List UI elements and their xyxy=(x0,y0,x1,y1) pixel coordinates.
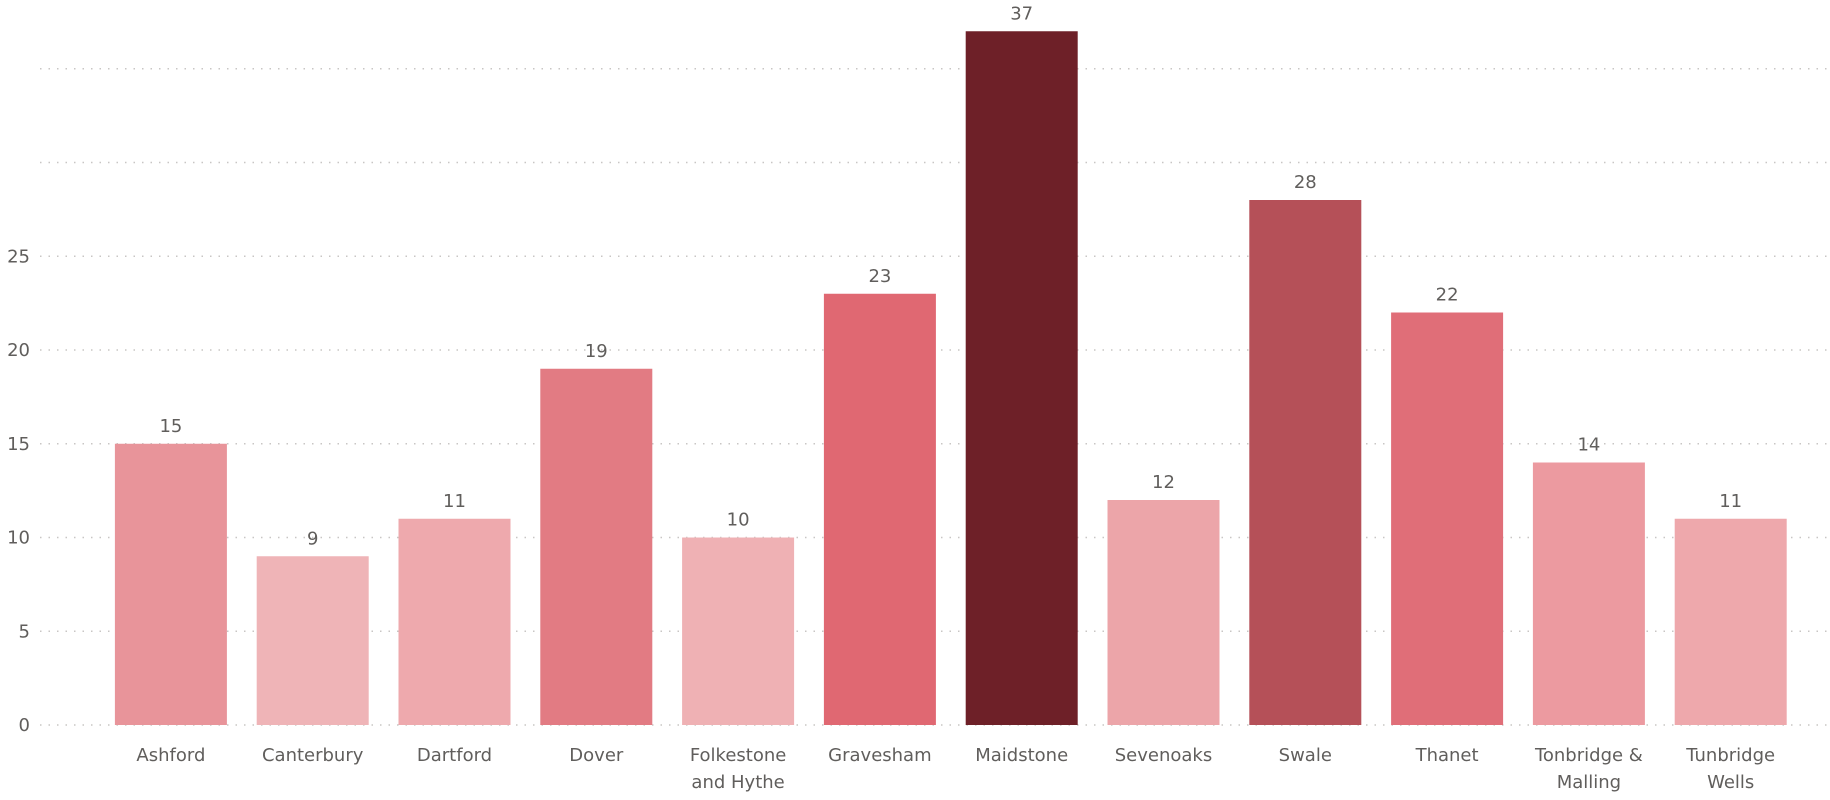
bar xyxy=(1675,519,1787,725)
category-label: Thanet xyxy=(1415,745,1479,766)
bar xyxy=(824,294,936,725)
category-label-line: and Hythe xyxy=(691,772,784,793)
category-label-line: Dover xyxy=(569,745,624,766)
bar xyxy=(115,444,227,725)
data-label: 11 xyxy=(443,491,466,512)
category-label-line: Sevenoaks xyxy=(1115,745,1212,766)
data-label: 28 xyxy=(1294,172,1317,193)
category-label-line: Malling xyxy=(1557,772,1621,793)
bar xyxy=(1391,313,1503,726)
category-label-line: Gravesham xyxy=(828,745,931,766)
data-label: 12 xyxy=(1152,472,1175,493)
data-label: 37 xyxy=(1010,3,1033,24)
y-tick-label: 20 xyxy=(7,340,30,361)
category-label: Dover xyxy=(569,745,624,766)
category-label: Maidstone xyxy=(975,745,1068,766)
bar xyxy=(540,369,652,725)
category-label: Tunbridge Wells xyxy=(1685,745,1775,793)
category-label: Tonbridge & Malling xyxy=(1534,745,1643,793)
bars xyxy=(115,31,1787,725)
category-label-line: Tonbridge & xyxy=(1534,745,1643,766)
data-labels: 15 9 11 19 10 23 37 12 28 22 14 11 xyxy=(159,3,1742,549)
category-label-line: Swale xyxy=(1279,745,1332,766)
y-tick-label: 25 xyxy=(7,246,30,267)
category-label-line: Thanet xyxy=(1415,745,1479,766)
category-label-line: Tunbridge xyxy=(1685,745,1775,766)
data-label: 11 xyxy=(1719,491,1742,512)
bar xyxy=(1533,463,1645,726)
category-label-line: Wells xyxy=(1707,772,1754,793)
bar xyxy=(1108,500,1220,725)
y-tick-label: 5 xyxy=(19,621,30,642)
category-label: Ashford xyxy=(136,745,205,766)
bar xyxy=(399,519,511,725)
y-tick-label: 15 xyxy=(7,434,30,455)
category-label-line: Maidstone xyxy=(975,745,1068,766)
bar xyxy=(1249,200,1361,725)
y-tick-label: 10 xyxy=(7,528,30,549)
bar xyxy=(682,538,794,726)
y-axis-ticks: 0 5 10 15 20 25 xyxy=(7,246,30,736)
category-label: Canterbury xyxy=(262,745,364,766)
category-label: Swale xyxy=(1279,745,1332,766)
category-label-line: Canterbury xyxy=(262,745,364,766)
data-label: 14 xyxy=(1577,435,1600,456)
data-label: 10 xyxy=(727,510,750,531)
data-label: 15 xyxy=(159,416,182,437)
data-label: 19 xyxy=(585,341,608,362)
x-axis-categories: Ashford Canterbury Dartford Dover Folkestone… xyxy=(136,745,1775,793)
y-tick-label: 0 xyxy=(19,715,30,736)
category-label: Folkestone and Hythe xyxy=(690,745,787,793)
data-label: 9 xyxy=(307,528,318,549)
data-label: 22 xyxy=(1436,285,1459,306)
category-label-line: Dartford xyxy=(417,745,492,766)
bar xyxy=(966,31,1078,725)
category-label-line: Folkestone xyxy=(690,745,787,766)
category-label: Dartford xyxy=(417,745,492,766)
bar xyxy=(257,556,369,725)
category-label-line: Ashford xyxy=(136,745,205,766)
data-label: 23 xyxy=(868,266,891,287)
category-label: Sevenoaks xyxy=(1115,745,1212,766)
category-label: Gravesham xyxy=(828,745,931,766)
